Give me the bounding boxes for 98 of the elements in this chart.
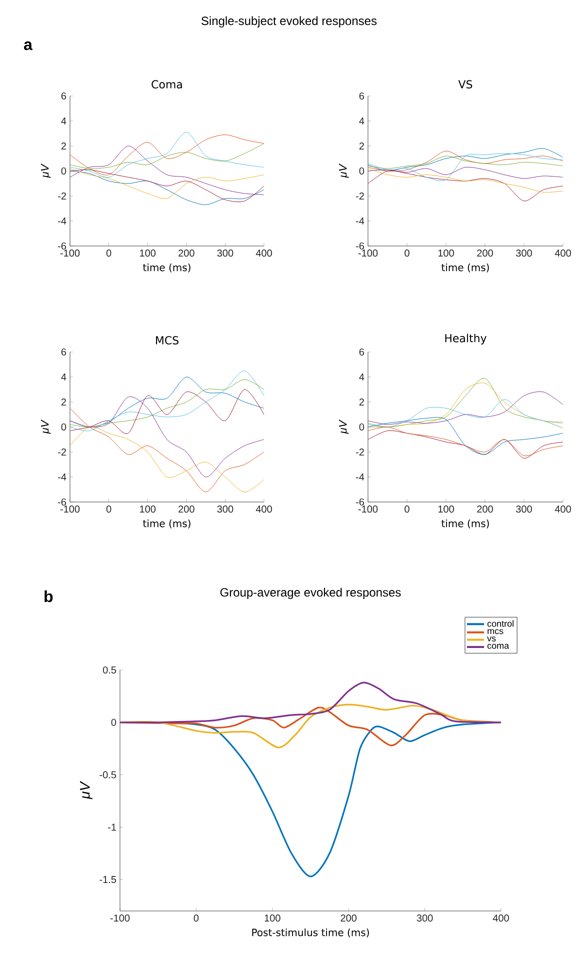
x-tick-label: 300: [516, 250, 532, 257]
y-tick-label: 4: [61, 374, 66, 380]
y-tick-label: 6: [61, 348, 66, 356]
y-tick-label: 2: [359, 142, 364, 150]
line-series: [368, 168, 564, 193]
x-axis-title: Post-stimulus time (ms): [252, 928, 369, 938]
y-tick-label: -6: [356, 242, 364, 250]
x-tick-label: 300: [516, 506, 532, 513]
x-tick-label: 300: [217, 506, 234, 513]
line-series: [368, 166, 564, 179]
y-tick-label: 0: [359, 423, 364, 431]
y-axis-title: μV: [80, 780, 92, 800]
y-tick-label: 6: [359, 92, 364, 100]
y-tick-label: -2: [356, 192, 364, 200]
y-tick-label: -2: [58, 448, 66, 456]
y-tick-label: 2: [359, 398, 364, 406]
chart-title: Coma: [152, 80, 182, 88]
x-tick-label: 0: [404, 250, 410, 257]
x-tick-label: 400: [554, 506, 571, 513]
x-tick-label: -100: [358, 506, 378, 513]
y-tick-label: 0: [359, 167, 364, 175]
y-axis-title: μV: [339, 419, 349, 434]
line-series: [70, 146, 264, 195]
x-axis-title: time (ms): [442, 263, 489, 272]
x-axis-title: time (ms): [442, 519, 489, 528]
line-series: [70, 143, 264, 169]
y-tick-label: -2: [58, 192, 66, 200]
legend-label: control: [487, 620, 514, 627]
y-tick-label: -4: [58, 218, 66, 224]
x-tick-label: 200: [178, 250, 194, 257]
y-tick-label: 6: [61, 92, 66, 100]
x-tick-label: 100: [140, 506, 156, 513]
x-tick-label: -100: [110, 914, 130, 922]
y-tick-label: 4: [359, 118, 364, 124]
x-tick-label: 400: [256, 506, 272, 513]
x-axis-title: time (ms): [143, 519, 190, 528]
x-tick-label: 400: [492, 914, 509, 922]
line-series: [119, 682, 502, 724]
x-tick-label: 200: [178, 506, 194, 513]
line-series: [368, 170, 564, 202]
y-tick-label: 2: [61, 142, 66, 150]
y-tick-label: 2: [61, 398, 66, 406]
x-axis-title: time (ms): [143, 263, 190, 272]
text: Single-subject evoked responses: [201, 16, 377, 28]
y-tick-label: -1: [108, 824, 116, 831]
line-series: [70, 396, 264, 478]
x-tick-label: 100: [438, 506, 454, 513]
line-series: [70, 370, 264, 432]
text: a: [24, 41, 33, 50]
y-tick-label: -4: [356, 474, 364, 480]
y-axis-title: μV: [41, 419, 51, 434]
legend-label: vs: [487, 636, 496, 642]
legend-label: mcs: [488, 629, 504, 634]
y-tick-label: -6: [58, 498, 66, 506]
y-tick-label: 0: [111, 718, 116, 726]
chart-title: VS: [458, 80, 472, 88]
x-tick-label: 200: [477, 506, 493, 513]
line-series: [70, 426, 264, 492]
chart-title: MCS: [156, 336, 178, 344]
y-axis-title: μV: [339, 163, 349, 178]
y-tick-label: -6: [58, 242, 66, 250]
y-tick-label: 0.5: [102, 666, 116, 674]
text: b: [44, 590, 53, 602]
x-tick-label: -100: [358, 250, 378, 257]
y-axis-title: μV: [41, 163, 51, 178]
y-tick-label: -2: [356, 448, 364, 456]
x-tick-label: 400: [554, 250, 571, 257]
x-tick-label: 100: [140, 250, 156, 257]
y-tick-label: -6: [356, 498, 364, 506]
y-tick-label: -1.5: [100, 876, 116, 884]
y-tick-label: 0: [61, 423, 66, 431]
x-tick-label: 0: [404, 506, 410, 513]
y-tick-label: 0: [61, 167, 66, 175]
x-tick-label: 300: [217, 250, 234, 257]
y-tick-label: 6: [359, 348, 364, 356]
line-series: [368, 417, 564, 455]
y-tick-label: -4: [356, 218, 364, 224]
line-series: [70, 408, 264, 492]
y-tick-label: -0.5: [100, 771, 116, 778]
x-tick-label: -100: [60, 506, 80, 513]
chart-title: Group-average evoked responses: [220, 588, 401, 600]
y-tick-label: 4: [61, 118, 66, 124]
line-series: [368, 399, 564, 428]
x-tick-label: 400: [256, 250, 272, 257]
line-series: [70, 389, 264, 434]
x-tick-label: 200: [340, 914, 357, 922]
chart-title: Healthy: [445, 334, 486, 344]
line-series: [368, 156, 564, 169]
x-tick-label: 200: [477, 250, 493, 257]
y-tick-label: -4: [58, 474, 66, 480]
y-tick-label: 4: [359, 374, 364, 380]
x-tick-label: -100: [60, 250, 80, 257]
x-tick-label: 100: [264, 914, 280, 922]
x-tick-label: 0: [194, 914, 199, 922]
x-tick-label: 300: [416, 914, 433, 922]
x-tick-label: 100: [438, 250, 454, 257]
legend-label: coma: [487, 644, 510, 649]
line-series: [368, 391, 564, 425]
